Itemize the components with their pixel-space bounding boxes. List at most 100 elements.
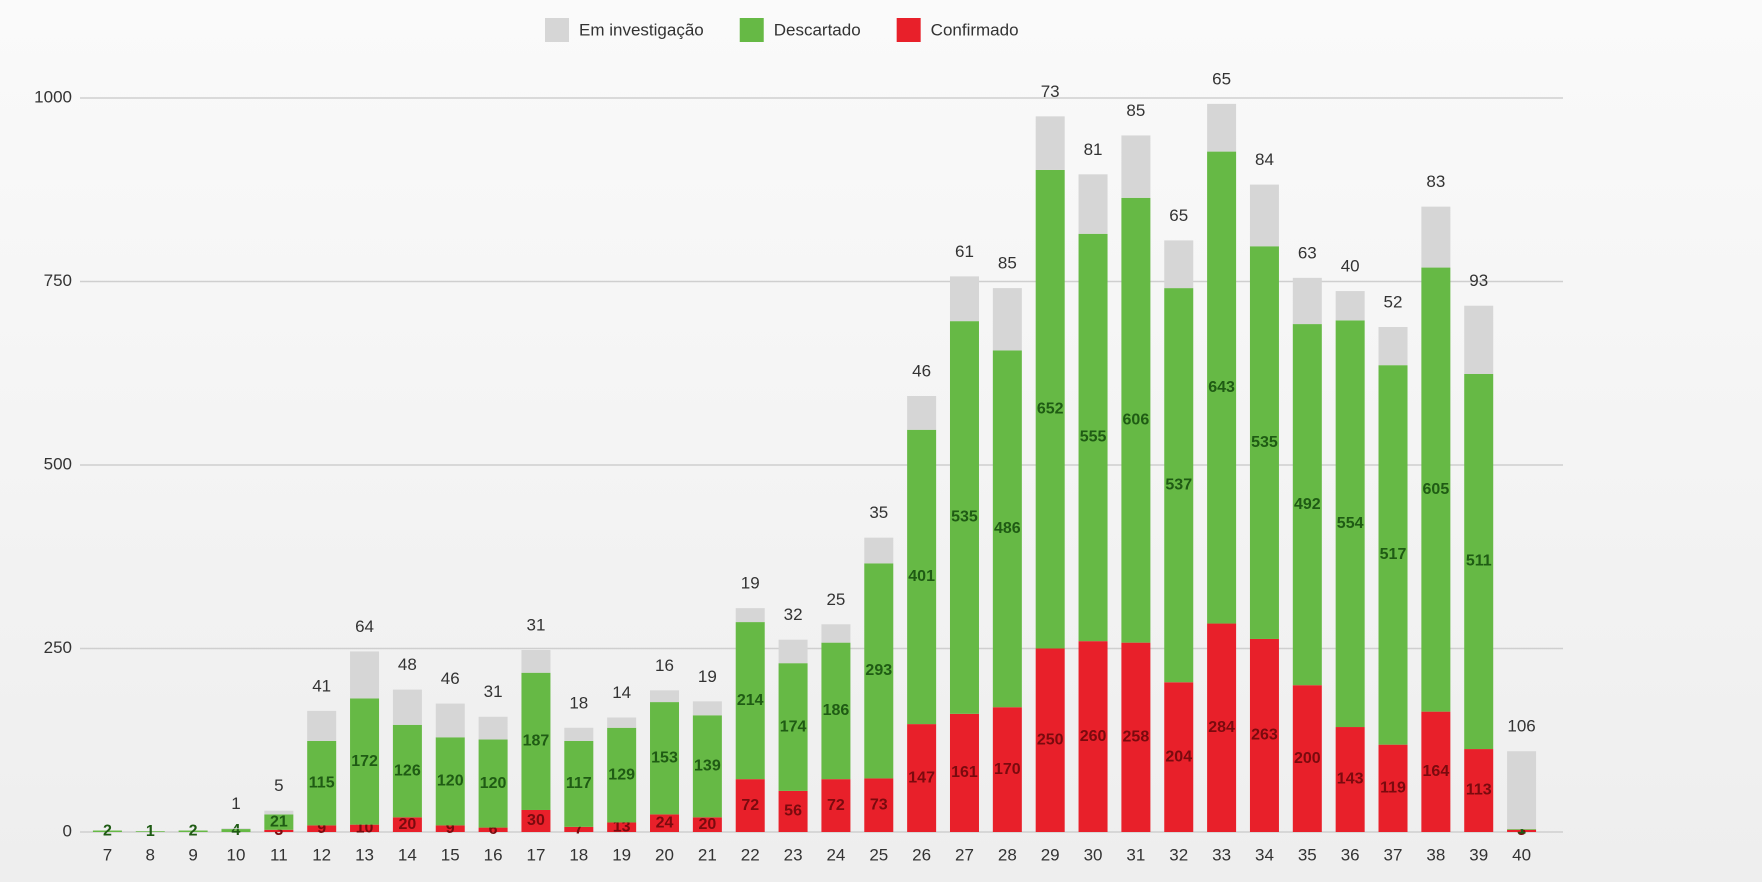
bar-segment <box>221 829 251 832</box>
bar-segment <box>864 537 894 564</box>
x-tick-label: 38 <box>1426 845 1445 864</box>
bar-segment <box>1507 751 1537 830</box>
bar-segment <box>1421 267 1451 712</box>
bar-segment <box>1335 727 1365 832</box>
data-label: 492 <box>1294 496 1321 513</box>
data-label: 113 <box>1466 782 1492 799</box>
data-label: 31 <box>484 682 503 701</box>
x-tick-label: 33 <box>1212 845 1231 864</box>
bar-segment <box>735 779 765 832</box>
bar-segment <box>1078 233 1108 642</box>
data-label: 5 <box>274 776 283 795</box>
data-label: 16 <box>655 656 674 675</box>
data-label: 293 <box>865 662 892 679</box>
bar-segment <box>178 830 208 832</box>
data-label: 24 <box>656 814 674 831</box>
bar-segment <box>264 814 294 830</box>
legend-swatch <box>545 18 569 42</box>
bar-segment <box>778 790 808 832</box>
data-label: 643 <box>1208 379 1235 396</box>
x-tick-label: 22 <box>741 845 760 864</box>
data-label: 250 <box>1037 731 1064 748</box>
bar-segment <box>435 703 465 738</box>
bar-segment <box>650 702 680 815</box>
data-label: 20 <box>398 816 416 833</box>
bar-segment <box>992 707 1022 832</box>
bar-segment <box>907 396 937 430</box>
data-label: 85 <box>998 254 1017 273</box>
data-label: 129 <box>608 766 635 783</box>
bar-segment <box>1378 744 1408 832</box>
bar-segment <box>221 828 251 830</box>
bar-segment <box>307 740 337 826</box>
bar-segment <box>949 276 979 322</box>
bar-segment <box>1378 327 1408 366</box>
data-label: 41 <box>312 676 331 695</box>
data-label: 214 <box>737 692 764 709</box>
data-label: 126 <box>394 762 421 779</box>
data-label: 3 <box>1517 822 1526 839</box>
data-label: 9 <box>317 820 326 837</box>
bar-segment <box>1292 277 1322 325</box>
bar-segment <box>392 817 422 832</box>
data-label: 6 <box>489 821 498 838</box>
data-label: 46 <box>912 361 931 380</box>
bar-segment <box>1207 103 1237 152</box>
data-label: 652 <box>1037 400 1064 417</box>
data-label: 143 <box>1337 771 1364 788</box>
bar-segment <box>1292 324 1322 686</box>
bar-segment <box>1207 623 1237 832</box>
bar-segment <box>1464 373 1494 750</box>
data-label: 486 <box>994 520 1021 537</box>
x-tick-label: 29 <box>1041 845 1060 864</box>
data-label: 115 <box>309 774 335 791</box>
bar-segment <box>1164 240 1194 289</box>
bar-segment <box>1035 169 1065 649</box>
bar-segment <box>1121 135 1151 198</box>
bar-segment <box>264 810 294 815</box>
y-tick-label: 250 <box>44 638 72 657</box>
bar-segment <box>1507 829 1537 832</box>
data-label: 1 <box>231 794 240 813</box>
x-tick-label: 30 <box>1084 845 1103 864</box>
data-label: 30 <box>527 812 545 829</box>
y-tick-label: 500 <box>44 454 72 473</box>
bar-segment <box>607 717 637 728</box>
x-tick-label: 28 <box>998 845 1017 864</box>
data-label: 186 <box>823 702 850 719</box>
data-label: 85 <box>1126 101 1145 120</box>
data-label: 2 <box>103 822 112 839</box>
bar-segment <box>1249 246 1279 639</box>
bar-segment <box>564 727 594 741</box>
x-tick-label: 14 <box>398 845 417 864</box>
bar-segment <box>521 649 551 673</box>
data-label: 48 <box>398 655 417 674</box>
data-label: 73 <box>1041 82 1060 101</box>
bar-segment <box>1078 174 1108 234</box>
bar-segment <box>1164 288 1194 683</box>
x-tick-label: 39 <box>1469 845 1488 864</box>
x-tick-label: 7 <box>103 845 112 864</box>
data-label: 19 <box>741 574 760 593</box>
data-label: 401 <box>908 568 935 585</box>
x-tick-label: 17 <box>526 845 545 864</box>
bar-segment <box>949 321 979 714</box>
data-label: 35 <box>869 503 888 522</box>
bar-segment <box>264 829 294 832</box>
data-label: 535 <box>951 509 978 526</box>
bar-segment <box>1035 116 1065 170</box>
bar-segment <box>907 429 937 725</box>
data-label: 84 <box>1255 150 1274 169</box>
data-label: 1 <box>146 823 155 840</box>
data-label: 73 <box>870 796 888 813</box>
data-label: 31 <box>526 615 545 634</box>
bar-segment <box>478 716 508 740</box>
data-label: 139 <box>694 758 721 775</box>
data-label: 164 <box>1423 763 1450 780</box>
y-tick-label: 0 <box>63 821 72 840</box>
data-label: 1 <box>1517 821 1526 838</box>
bar-segment <box>521 672 551 810</box>
data-label: 555 <box>1080 429 1107 446</box>
data-label: 537 <box>1165 476 1192 493</box>
